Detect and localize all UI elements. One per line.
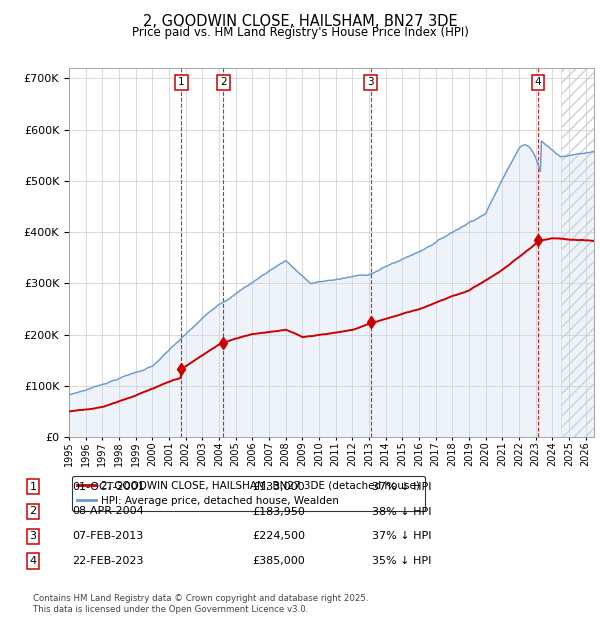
Text: 37% ↓ HPI: 37% ↓ HPI [372,482,431,492]
Text: 1: 1 [29,482,37,492]
Text: 37% ↓ HPI: 37% ↓ HPI [372,531,431,541]
Text: 2: 2 [220,78,227,87]
Text: 22-FEB-2023: 22-FEB-2023 [72,556,143,566]
Text: £183,950: £183,950 [252,507,305,516]
Text: 01-OCT-2001: 01-OCT-2001 [72,482,145,492]
Text: £224,500: £224,500 [252,531,305,541]
Text: 1: 1 [178,78,185,87]
Text: 2, GOODWIN CLOSE, HAILSHAM, BN27 3DE: 2, GOODWIN CLOSE, HAILSHAM, BN27 3DE [143,14,457,29]
Text: 07-FEB-2013: 07-FEB-2013 [72,531,143,541]
Legend: 2, GOODWIN CLOSE, HAILSHAM, BN27 3DE (detached house), HPI: Average price, detac: 2, GOODWIN CLOSE, HAILSHAM, BN27 3DE (de… [71,476,425,512]
Text: Contains HM Land Registry data © Crown copyright and database right 2025.: Contains HM Land Registry data © Crown c… [33,593,368,603]
Text: This data is licensed under the Open Government Licence v3.0.: This data is licensed under the Open Gov… [33,604,308,614]
Text: £385,000: £385,000 [252,556,305,566]
Text: £133,000: £133,000 [252,482,305,492]
Text: 4: 4 [535,78,541,87]
Text: 3: 3 [29,531,37,541]
Text: 38% ↓ HPI: 38% ↓ HPI [372,507,431,516]
Text: 08-APR-2004: 08-APR-2004 [72,507,144,516]
Text: 2: 2 [29,507,37,516]
Text: Price paid vs. HM Land Registry's House Price Index (HPI): Price paid vs. HM Land Registry's House … [131,26,469,39]
Text: 35% ↓ HPI: 35% ↓ HPI [372,556,431,566]
Text: 4: 4 [29,556,37,566]
Text: 3: 3 [367,78,374,87]
